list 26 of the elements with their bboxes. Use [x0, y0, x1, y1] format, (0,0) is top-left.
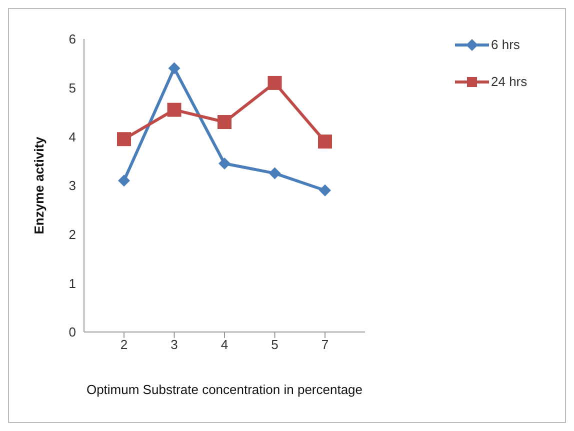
point	[167, 102, 182, 117]
point	[117, 132, 131, 146]
y-tick-label: 5	[68, 80, 76, 96]
x-tick-label: 3	[170, 337, 178, 352]
point	[319, 184, 331, 196]
y-tick-label: 1	[68, 276, 76, 291]
point	[268, 167, 281, 180]
point	[318, 134, 332, 149]
y-tick-label: 6	[68, 32, 76, 47]
y-tick-label: 2	[68, 226, 76, 242]
x-tick-label: 2	[120, 337, 128, 352]
legend-label: 24 hrs	[491, 74, 528, 89]
x-axis-title: Optimum Substrate concentration in percentage	[86, 382, 363, 397]
point	[218, 158, 230, 170]
point	[168, 62, 180, 74]
legend-label: 6 hrs	[491, 37, 520, 52]
y-tick-label: 4	[68, 129, 76, 144]
y-tick-label: 3	[68, 178, 76, 194]
y-axis-title: Enzyme activity	[32, 136, 47, 234]
point	[268, 76, 282, 90]
x-tick-label: 4	[220, 337, 228, 352]
x-tick-label: 5	[271, 337, 278, 352]
point	[118, 174, 130, 187]
x-tick-label: 7	[321, 337, 329, 352]
y-tick-label: 0	[68, 324, 76, 340]
point	[218, 115, 232, 130]
